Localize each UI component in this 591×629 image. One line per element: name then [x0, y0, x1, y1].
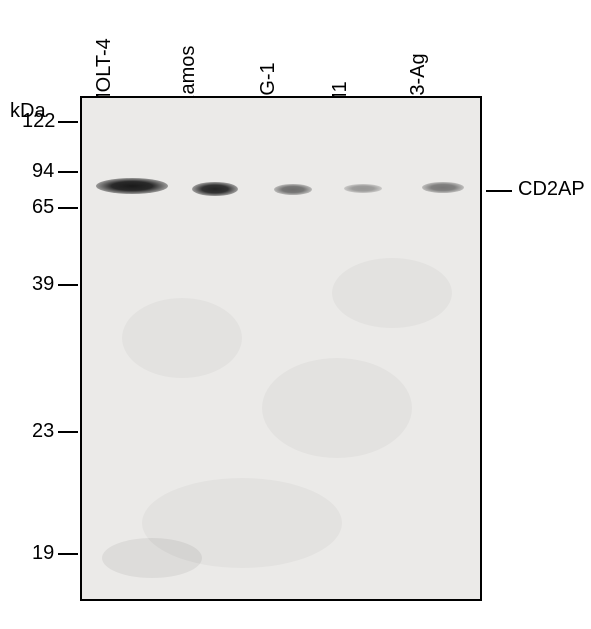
target-protein-label: CD2AP: [518, 178, 585, 201]
blot-membrane: [80, 96, 482, 601]
figure-container: kDa 122 94 65 39 23 19 MOLT-4 Ramos KG-1…: [0, 0, 591, 629]
ladder-tick: [58, 121, 78, 123]
ladder-label: 39: [32, 273, 54, 296]
ladder-label: 122: [22, 110, 55, 133]
blot-noise: [262, 358, 412, 458]
ladder-tick: [58, 207, 78, 209]
ladder-tick: [58, 171, 78, 173]
blot-noise: [332, 258, 452, 328]
ladder-label: 19: [32, 542, 54, 565]
blot-band: [274, 184, 312, 195]
ladder-label: 65: [32, 196, 54, 219]
blot-noise: [122, 298, 242, 378]
blot-noise: [102, 538, 202, 578]
blot-band: [422, 182, 464, 193]
ladder-label: 94: [32, 160, 54, 183]
ladder-tick: [58, 553, 78, 555]
target-tick: [486, 190, 512, 192]
blot-band: [96, 178, 168, 194]
ladder-tick: [58, 431, 78, 433]
blot-band: [192, 182, 238, 196]
ladder-label: 23: [32, 420, 54, 443]
blot-band: [344, 184, 382, 193]
ladder-tick: [58, 284, 78, 286]
